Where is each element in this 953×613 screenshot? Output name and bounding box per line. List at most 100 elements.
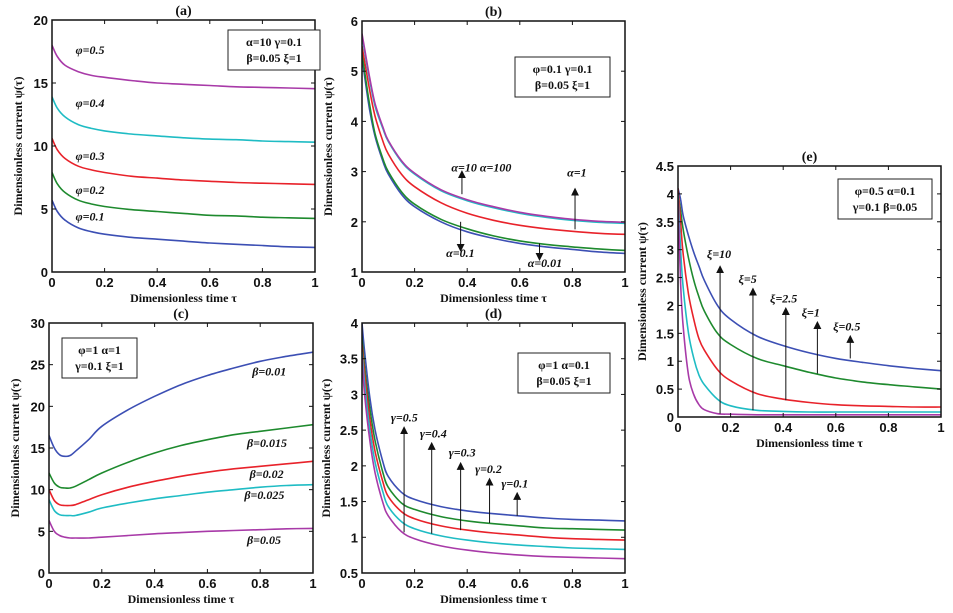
series-annotation: β=0.05 <box>246 533 281 547</box>
y-axis-label: Dimensionless current ψ(τ) <box>321 77 335 216</box>
x-tick-label: 0.8 <box>253 275 271 290</box>
parameter-box-line: α=10 γ=0.1 <box>246 35 302 49</box>
y-axis-label: Dimensionless current ψ(τ) <box>319 379 333 518</box>
x-tick-label: 0.2 <box>406 275 424 290</box>
y-tick-label: 0.5 <box>340 566 358 581</box>
series-line-γ=0.5 <box>362 358 625 560</box>
x-tick-label: 0.8 <box>563 576 581 591</box>
x-axis-label: Dimensionless time τ <box>130 291 237 305</box>
x-tick-label: 0.6 <box>201 275 219 290</box>
series-annotation: γ=0.2 <box>475 462 502 476</box>
panel-title: (b) <box>485 5 502 20</box>
parameter-box <box>837 178 933 220</box>
x-tick-label: 0.8 <box>563 275 581 290</box>
y-tick-label: 10 <box>34 139 48 154</box>
series-line-β=0.025 <box>49 483 313 517</box>
y-tick-label: 1.5 <box>340 495 358 510</box>
series-line-φ=0.3 <box>52 138 315 186</box>
series-group <box>49 351 313 539</box>
parameter-box <box>517 352 611 394</box>
y-tick-label: 4.5 <box>656 159 674 174</box>
series-line-β=0.02 <box>49 460 313 507</box>
x-axis-label: Dimensionless time τ <box>756 436 863 450</box>
x-axis-label: Dimensionless time τ <box>440 291 547 305</box>
x-tick-label: 0 <box>674 420 681 435</box>
x-tick-label: 0.2 <box>93 576 111 591</box>
series-group <box>362 33 625 255</box>
y-tick-label: 2.5 <box>340 423 358 438</box>
y-tick-label: 3 <box>667 243 674 258</box>
series-line-β=0.015 <box>49 423 313 489</box>
panel-title: (e) <box>802 150 818 165</box>
panel-title: (a) <box>175 4 192 19</box>
y-tick-label: 3 <box>351 165 358 180</box>
y-tick-label: 0.5 <box>656 382 674 397</box>
x-axis-label: Dimensionless time τ <box>440 592 547 606</box>
series-annotation: β=0.02 <box>249 467 284 481</box>
panel-c: (c)0 0.2 0.4 0.6 0.8 1051015202530Dimensionle… <box>8 307 317 606</box>
x-tick-label: 1 <box>621 576 628 591</box>
y-tick-label: 5 <box>38 524 45 539</box>
series-annotation: β=0.025 <box>243 488 284 502</box>
x-tick-label: 0.4 <box>458 576 477 591</box>
series-annotation: γ=0.1 <box>501 476 528 490</box>
y-tick-label: 3 <box>351 387 358 402</box>
parameter-box-line: φ=1 α=0.1 <box>538 358 590 372</box>
y-tick-label: 5 <box>41 202 48 217</box>
y-tick-label: 2 <box>351 215 358 230</box>
parameter-box-line: β=0.05 ξ=1 <box>536 374 591 388</box>
series-annotation: γ=0.3 <box>449 446 476 460</box>
series-line-β=0.05 <box>49 520 313 539</box>
panel-b: (b) 0 0.2 0.4 0.6 0.8 1 1 2 3 4 5 6 Dimensionless tim… <box>321 5 629 305</box>
series-annotation: ξ=10 <box>707 247 731 261</box>
plot-frame <box>361 20 626 273</box>
series-line-α=0.1 <box>362 51 625 252</box>
parameter-box <box>61 337 138 379</box>
series-line-φ=0.2 <box>52 172 315 220</box>
x-tick-label: 0.4 <box>458 275 477 290</box>
parameter-box-line: γ=0.1 ξ=1 <box>74 359 124 373</box>
series-group <box>362 323 625 560</box>
series-line-ξ=2.5 <box>678 188 941 408</box>
parameter-box-line: φ=1 α=1 <box>78 343 121 357</box>
x-tick-label: 0.6 <box>827 420 845 435</box>
x-tick-label: 0 <box>45 576 52 591</box>
parameter-box-line: γ=0.1 β=0.05 <box>852 200 918 214</box>
x-tick-label: 1 <box>311 275 318 290</box>
series-annotation: ξ=2.5 <box>770 292 797 306</box>
series-annotation: γ=0.5 <box>391 411 418 425</box>
series-annotation: ξ=5 <box>738 272 756 286</box>
x-tick-label: 0.6 <box>511 275 529 290</box>
y-tick-label: 1 <box>667 354 674 369</box>
x-tick-label: 0.2 <box>406 576 424 591</box>
series-annotation: α=10 α=100 <box>451 161 511 175</box>
parameter-box-line: β=0.05 ξ=1 <box>535 78 590 92</box>
x-tick-label: 0.2 <box>96 275 114 290</box>
y-tick-label: 0 <box>38 566 45 581</box>
series-line-φ=0.5 <box>52 44 315 90</box>
series-annotation: α=1 <box>567 166 586 180</box>
y-tick-label: 1.5 <box>656 326 674 341</box>
x-axis-label: Dimensionless time τ <box>128 592 235 606</box>
x-tick-label: 1 <box>937 420 944 435</box>
series-line-φ=0.4 <box>52 96 315 143</box>
series-annotation: φ=0.1 <box>76 209 105 223</box>
y-tick-label: 20 <box>34 13 48 28</box>
x-tick-label: 0.8 <box>879 420 897 435</box>
x-tick-label: 0.6 <box>198 576 216 591</box>
series-annotation: φ=0.2 <box>76 183 105 197</box>
y-tick-label: 6 <box>351 14 358 29</box>
parameter-box <box>227 29 321 71</box>
series-line-ξ=1 <box>678 193 941 413</box>
series-annotation: α=0.01 <box>528 256 562 270</box>
y-tick-label: 2.5 <box>656 271 674 286</box>
series-annotation: β=0.015 <box>246 436 287 450</box>
y-tick-label: 3.5 <box>340 352 358 367</box>
y-tick-label: 0 <box>667 410 674 425</box>
plot-frame <box>361 322 626 574</box>
y-tick-label: 20 <box>31 399 45 414</box>
series-annotation: ξ=0.5 <box>833 320 860 334</box>
series-annotation: φ=0.4 <box>76 96 105 110</box>
